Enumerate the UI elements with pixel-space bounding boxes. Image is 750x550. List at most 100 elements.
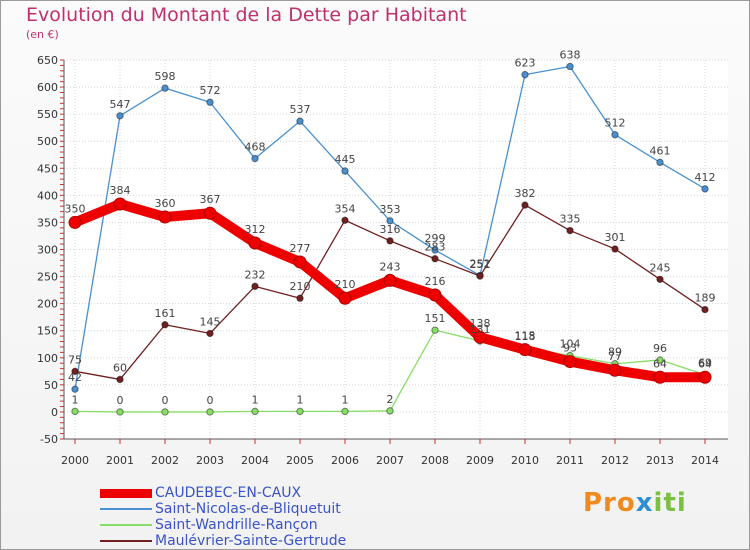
data-point	[203, 206, 217, 220]
data-label: 277	[290, 242, 311, 255]
data-point	[341, 216, 349, 224]
x-tick-label: 2011	[556, 454, 584, 467]
data-point	[158, 210, 172, 224]
data-label: 350	[65, 202, 86, 215]
data-label: 445	[335, 153, 356, 166]
y-tick-label: -50	[40, 433, 58, 446]
data-point	[431, 246, 439, 254]
data-point	[251, 407, 259, 416]
x-tick-label: 2013	[646, 454, 674, 467]
data-label: 638	[560, 48, 581, 61]
data-point	[251, 282, 259, 291]
data-point	[116, 375, 124, 384]
data-label: 245	[650, 261, 671, 274]
logo-part-3: iti	[653, 488, 687, 518]
legend-item-saint-nicolas: Saint-Nicolas-de-Bliquetuit	[100, 501, 346, 517]
y-tick-label: 400	[37, 189, 58, 202]
data-point	[338, 291, 352, 305]
data-label: 316	[380, 223, 401, 236]
data-point	[608, 363, 622, 377]
data-point	[698, 370, 712, 384]
data-label: 64	[698, 357, 712, 370]
data-label: 104	[560, 338, 581, 351]
data-point	[521, 70, 529, 79]
y-tick-label: 450	[37, 162, 58, 175]
data-label: 512	[605, 117, 626, 130]
data-label: 354	[335, 202, 356, 215]
data-label: 367	[200, 193, 221, 206]
data-label: 353	[380, 203, 401, 216]
data-label: 60	[113, 361, 127, 374]
data-label: 115	[515, 330, 536, 343]
legend-label-saint-wandrille: Saint-Wandrille-Rançon	[155, 517, 318, 533]
data-point	[653, 370, 667, 384]
x-tick-label: 2007	[376, 454, 404, 467]
y-tick-label: 0	[51, 406, 58, 419]
x-tick-label: 2014	[691, 454, 719, 467]
y-tick-label: 300	[37, 244, 58, 257]
data-label: 360	[155, 197, 176, 210]
data-point	[701, 305, 709, 314]
data-label: 210	[290, 280, 311, 293]
data-label: 547	[110, 98, 131, 111]
data-point	[296, 117, 304, 125]
data-label: 461	[650, 144, 671, 157]
data-label: 2	[387, 393, 394, 406]
data-label: 131	[470, 323, 491, 336]
data-point	[206, 408, 214, 416]
legend-item-saint-wandrille: Saint-Wandrille-Rançon	[100, 517, 346, 533]
data-point	[566, 62, 574, 71]
data-label: 301	[605, 231, 626, 244]
data-label: 69	[698, 357, 712, 370]
data-point	[293, 255, 307, 269]
data-label: 623	[515, 57, 536, 70]
x-tick-label: 2010	[511, 454, 539, 467]
data-point	[116, 408, 124, 416]
data-label: 299	[425, 232, 446, 245]
data-point	[386, 217, 394, 225]
x-tick-label: 2003	[196, 454, 224, 467]
data-label: 537	[290, 103, 311, 116]
data-label: 468	[245, 141, 266, 154]
y-tick-label: 100	[37, 352, 58, 365]
data-point	[116, 112, 124, 120]
logo-part-1: Pro	[583, 488, 636, 518]
data-label: 1	[342, 393, 349, 406]
x-tick-label: 2009	[466, 454, 494, 467]
x-tick-label: 2008	[421, 454, 449, 467]
data-label: 77	[608, 350, 622, 363]
data-label: 598	[155, 70, 176, 83]
data-point	[71, 385, 79, 393]
legend-label-saint-nicolas: Saint-Nicolas-de-Bliquetuit	[155, 501, 341, 517]
data-label: 283	[425, 241, 446, 254]
data-point	[71, 407, 79, 416]
legend-item-caudebec: CAUDEBEC-EN-CAUX	[100, 485, 346, 501]
data-label: 312	[245, 223, 266, 236]
x-tick-label: 2002	[151, 454, 179, 467]
data-point	[206, 98, 214, 106]
data-point	[386, 407, 394, 415]
y-tick-label: 200	[37, 298, 58, 311]
chart-legend: CAUDEBEC-EN-CAUX Saint-Nicolas-de-Blique…	[100, 485, 346, 549]
data-point	[251, 154, 259, 163]
data-point	[296, 294, 304, 302]
data-label: 75	[68, 353, 82, 366]
proxiti-logo: Proxiti	[583, 488, 687, 518]
legend-label-maulevrier: Maulévrier-Sainte-Gertrude	[155, 533, 347, 549]
data-point	[383, 273, 397, 287]
data-point	[563, 355, 577, 369]
legend-label-caudebec: CAUDEBEC-EN-CAUX	[155, 485, 302, 501]
data-label: 0	[117, 394, 124, 407]
data-label: 0	[162, 394, 169, 407]
data-label: 1	[72, 393, 79, 406]
data-point	[656, 356, 664, 364]
data-point	[431, 255, 439, 263]
data-label: 93	[563, 342, 577, 355]
data-label: 96	[653, 342, 667, 355]
data-point	[296, 407, 304, 416]
legend-swatch-maulevrier	[100, 540, 152, 542]
data-point	[521, 201, 529, 209]
x-tick-label: 2004	[241, 454, 269, 467]
data-label: 89	[608, 346, 622, 359]
data-point	[206, 329, 214, 338]
